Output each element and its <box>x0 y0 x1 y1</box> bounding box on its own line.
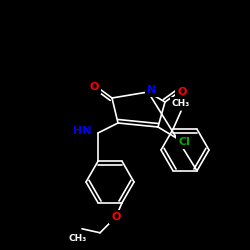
Text: O: O <box>177 87 187 97</box>
Text: HN: HN <box>72 126 91 136</box>
Text: O: O <box>89 82 99 92</box>
Text: Cl: Cl <box>178 137 190 147</box>
Text: CH₃: CH₃ <box>69 234 87 243</box>
Text: CH₃: CH₃ <box>172 99 190 108</box>
Text: O: O <box>111 212 121 222</box>
Text: N: N <box>148 85 156 95</box>
